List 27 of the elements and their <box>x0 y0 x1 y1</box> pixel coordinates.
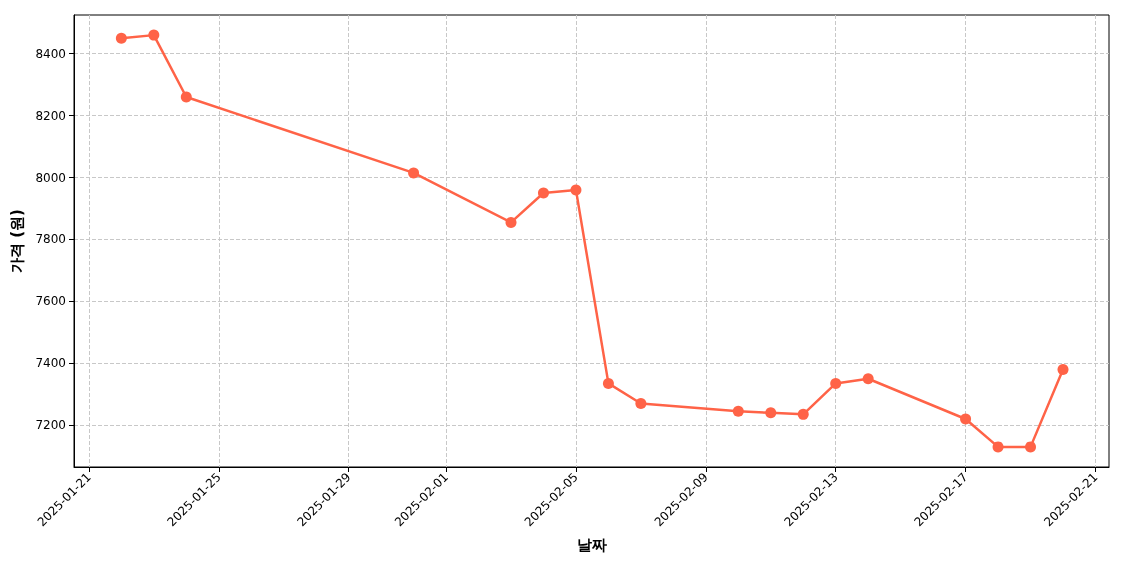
x-axis-title: 날짜 <box>576 535 607 554</box>
point <box>960 413 972 425</box>
y-tick-label: 8000 <box>35 170 66 185</box>
point <box>732 405 744 417</box>
point <box>992 441 1004 453</box>
point <box>862 373 874 385</box>
point <box>505 216 517 228</box>
point <box>180 91 192 103</box>
y-tick-label: 7400 <box>35 356 66 371</box>
point <box>797 408 809 420</box>
point <box>408 167 420 179</box>
point <box>1025 441 1037 453</box>
y-axis-title: 가격 (원) <box>7 209 26 273</box>
y-tick-label: 7600 <box>35 294 66 309</box>
y-tick-label: 7200 <box>35 418 66 433</box>
y-tick-label: 8200 <box>35 108 66 123</box>
point <box>115 32 127 44</box>
point <box>830 377 842 389</box>
point <box>635 398 647 410</box>
y-tick-label: 8400 <box>35 46 66 61</box>
point <box>765 407 777 419</box>
point <box>602 377 614 389</box>
y-tick-label: 7800 <box>35 232 66 247</box>
point <box>148 29 160 41</box>
point <box>570 184 582 196</box>
point <box>1057 363 1069 375</box>
point <box>537 187 549 199</box>
